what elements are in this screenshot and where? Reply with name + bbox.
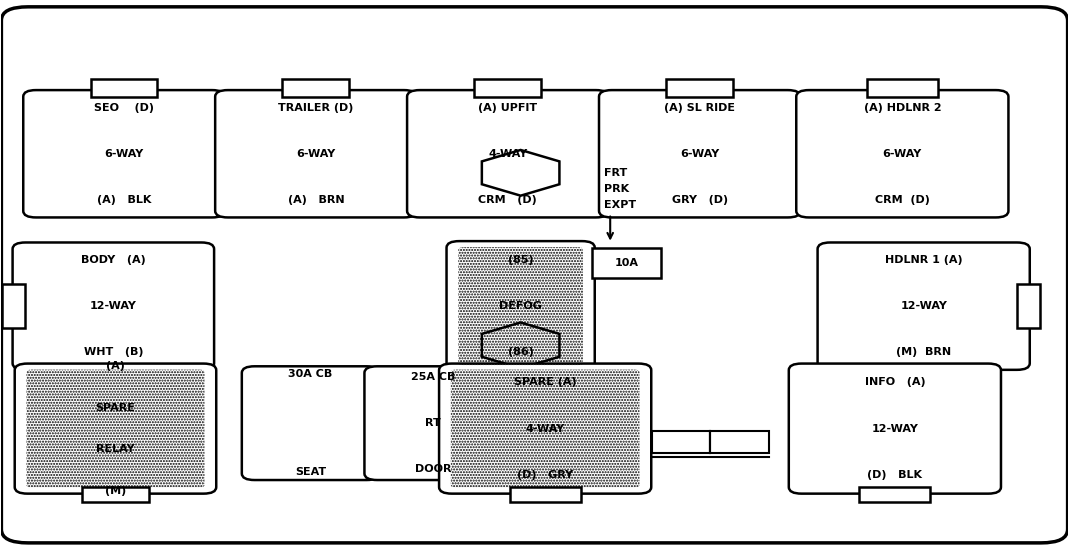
Text: 12-WAY: 12-WAY xyxy=(900,301,947,311)
Text: SEAT: SEAT xyxy=(295,467,326,477)
Text: (A) HDLNR 2: (A) HDLNR 2 xyxy=(864,102,941,113)
Text: SEO    (D): SEO (D) xyxy=(94,102,154,113)
FancyBboxPatch shape xyxy=(82,487,149,502)
Text: CRM   (D): CRM (D) xyxy=(479,195,538,205)
Text: GRY   (D): GRY (D) xyxy=(671,195,728,205)
FancyBboxPatch shape xyxy=(13,242,214,370)
FancyBboxPatch shape xyxy=(407,90,608,218)
FancyBboxPatch shape xyxy=(1,7,1068,543)
Text: 25A CB: 25A CB xyxy=(410,372,455,382)
FancyBboxPatch shape xyxy=(282,79,350,97)
Text: (D)   GRY: (D) GRY xyxy=(517,470,573,480)
Text: (A): (A) xyxy=(106,361,125,371)
Text: WHT   (B): WHT (B) xyxy=(83,347,143,357)
Text: HDLNR 1 (A): HDLNR 1 (A) xyxy=(885,255,962,265)
FancyBboxPatch shape xyxy=(365,366,502,480)
Text: FRT: FRT xyxy=(604,168,628,178)
Text: 6-WAY: 6-WAY xyxy=(296,149,336,159)
Bar xyxy=(591,248,661,277)
FancyBboxPatch shape xyxy=(789,364,1001,493)
Text: 6-WAY: 6-WAY xyxy=(105,149,143,159)
Polygon shape xyxy=(482,323,559,368)
Text: PRK: PRK xyxy=(604,184,629,194)
FancyBboxPatch shape xyxy=(1017,284,1040,328)
Text: (86): (86) xyxy=(508,347,533,357)
Text: 12-WAY: 12-WAY xyxy=(871,423,918,434)
Text: TRAILER (D): TRAILER (D) xyxy=(278,102,354,113)
Text: 10A: 10A xyxy=(615,258,638,267)
FancyBboxPatch shape xyxy=(447,241,594,371)
Text: EXPT: EXPT xyxy=(604,200,636,211)
Text: (M)  BRN: (M) BRN xyxy=(896,347,951,357)
FancyBboxPatch shape xyxy=(818,242,1029,370)
FancyBboxPatch shape xyxy=(15,364,216,493)
Text: 30A CB: 30A CB xyxy=(289,369,332,379)
FancyBboxPatch shape xyxy=(510,487,580,502)
Text: RT: RT xyxy=(425,418,441,428)
FancyBboxPatch shape xyxy=(24,90,224,218)
FancyBboxPatch shape xyxy=(91,79,157,97)
Text: SPARE (A): SPARE (A) xyxy=(514,377,576,387)
Text: SPARE: SPARE xyxy=(95,403,136,413)
Text: (D)   BLK: (D) BLK xyxy=(867,470,923,480)
FancyBboxPatch shape xyxy=(859,487,930,502)
Text: CRM  (D): CRM (D) xyxy=(874,195,930,205)
Text: RELAY: RELAY xyxy=(96,444,135,455)
Text: DOOR: DOOR xyxy=(415,464,451,474)
FancyBboxPatch shape xyxy=(2,284,26,328)
Text: BODY   (A): BODY (A) xyxy=(81,255,145,265)
Text: 6-WAY: 6-WAY xyxy=(883,149,921,159)
FancyBboxPatch shape xyxy=(599,90,801,218)
Text: (A)   BLK: (A) BLK xyxy=(97,195,151,205)
Text: 4-WAY: 4-WAY xyxy=(489,149,527,159)
Text: (M): (M) xyxy=(105,486,126,496)
Text: 6-WAY: 6-WAY xyxy=(680,149,719,159)
Text: (85): (85) xyxy=(508,255,533,265)
FancyBboxPatch shape xyxy=(666,79,733,97)
Text: (A) UPFIT: (A) UPFIT xyxy=(478,102,538,113)
FancyBboxPatch shape xyxy=(439,364,651,493)
FancyBboxPatch shape xyxy=(215,90,417,218)
Text: (A) SL RIDE: (A) SL RIDE xyxy=(664,102,735,113)
Text: DEFOG: DEFOG xyxy=(499,301,542,311)
Text: 4-WAY: 4-WAY xyxy=(526,423,564,434)
FancyBboxPatch shape xyxy=(475,79,541,97)
Text: (A)   BRN: (A) BRN xyxy=(288,195,344,205)
FancyBboxPatch shape xyxy=(711,432,769,453)
FancyBboxPatch shape xyxy=(242,366,379,480)
FancyBboxPatch shape xyxy=(796,90,1008,218)
FancyBboxPatch shape xyxy=(867,79,938,97)
Text: 12-WAY: 12-WAY xyxy=(90,301,137,311)
FancyBboxPatch shape xyxy=(652,432,711,453)
Text: INFO   (A): INFO (A) xyxy=(865,377,925,387)
Polygon shape xyxy=(482,150,559,196)
